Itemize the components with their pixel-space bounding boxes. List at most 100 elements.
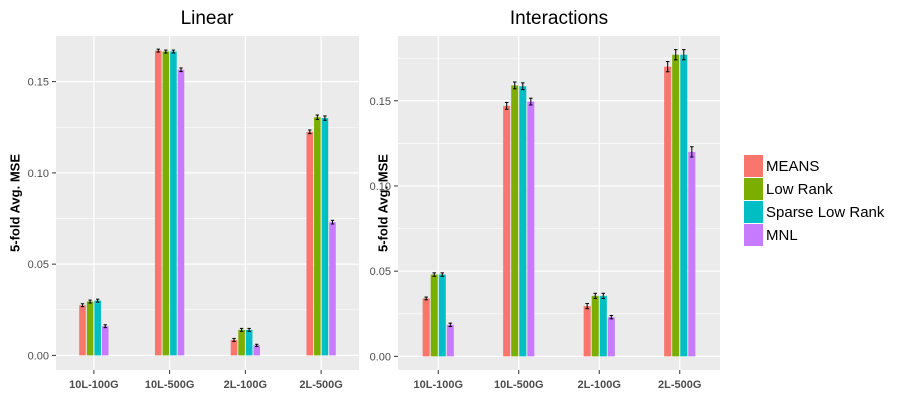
- bar: [314, 117, 321, 356]
- error-bar: [88, 299, 92, 304]
- error-bar: [585, 303, 589, 310]
- bar: [438, 274, 446, 357]
- y-axis-title: 5-fold Avg. MSE: [376, 154, 391, 252]
- bar: [607, 317, 615, 357]
- error-bar: [232, 337, 236, 342]
- error-bar: [529, 97, 533, 106]
- legend-label: Low Rank: [766, 181, 833, 198]
- x-tick-label: 2L-100G: [224, 379, 267, 391]
- error-bar: [255, 343, 259, 347]
- bar: [253, 345, 261, 356]
- legend-label: MEANS: [766, 158, 819, 175]
- bar: [527, 101, 535, 357]
- legend-key: [744, 224, 763, 246]
- bar: [177, 69, 185, 356]
- error-bar: [308, 129, 312, 135]
- error-bar: [103, 324, 107, 329]
- y-tick-label: 0.10: [28, 168, 49, 180]
- y-tick-label: 0.15: [370, 96, 391, 108]
- y-tick-label: 0.00: [370, 351, 391, 363]
- bar: [422, 298, 430, 357]
- bar: [94, 300, 101, 356]
- panel-background: [398, 36, 720, 370]
- error-bar: [171, 49, 176, 54]
- error-bar: [504, 101, 509, 110]
- bar: [511, 85, 519, 357]
- bar: [591, 295, 599, 357]
- y-tick-label: 0.00: [28, 350, 49, 362]
- panel-title: Interactions: [510, 8, 608, 29]
- legend-item: MNL: [744, 224, 798, 246]
- legend-key: [744, 201, 763, 223]
- error-bar: [593, 292, 597, 299]
- error-bar: [239, 327, 244, 332]
- error-bar: [330, 219, 335, 225]
- y-axis-title: 5-fold Avg. MSE: [8, 154, 23, 252]
- x-tick-label: 10L-100G: [69, 379, 119, 391]
- x-tick-label: 2L-100G: [578, 379, 621, 391]
- x-tick-label: 10L-100G: [413, 379, 463, 391]
- error-bar: [601, 292, 606, 299]
- error-bar: [440, 272, 445, 277]
- x-tick-label: 2L-500G: [299, 379, 342, 391]
- panel-background: [56, 36, 359, 370]
- bar: [86, 301, 94, 356]
- error-bar: [164, 49, 168, 54]
- legend-item: Low Rank: [744, 178, 833, 200]
- error-bar: [95, 298, 100, 303]
- y-tick-label: 0.10: [370, 181, 391, 193]
- bar: [170, 51, 177, 356]
- error-bar: [521, 82, 525, 91]
- chart-panel-linear: 0.00 0.05 0.10 0.15 10L-100G 10L-500G 2L-100G 2…: [8, 8, 359, 391]
- bar: [599, 295, 607, 357]
- legend: MEANS Low Rank Sparse Low Rank MNL: [744, 155, 885, 246]
- bar: [230, 339, 238, 356]
- bar: [430, 274, 438, 357]
- bar: [680, 54, 688, 357]
- error-bar: [609, 314, 614, 320]
- error-bar: [80, 303, 85, 308]
- bar: [154, 50, 162, 356]
- error-bar: [448, 322, 453, 328]
- legend-label: MNL: [766, 227, 798, 244]
- legend-key: [744, 155, 763, 177]
- y-tick-label: 0.05: [370, 266, 391, 278]
- bar: [672, 54, 680, 357]
- bar: [162, 51, 170, 356]
- y-tick-label: 0.05: [28, 259, 49, 271]
- error-bar: [665, 61, 670, 73]
- legend-item: Sparse Low Rank: [744, 201, 885, 223]
- bar: [238, 329, 245, 356]
- panel-title: Linear: [181, 8, 234, 29]
- error-bar: [179, 67, 183, 73]
- bar: [79, 305, 86, 356]
- error-bar: [247, 327, 251, 332]
- bar: [664, 66, 672, 357]
- x-tick-label: 2L-500G: [658, 379, 701, 391]
- bar: [688, 151, 696, 357]
- bar: [583, 306, 591, 357]
- error-bar: [156, 48, 160, 53]
- x-tick-label: 10L-500G: [494, 379, 544, 391]
- error-bar: [690, 146, 694, 158]
- error-bar: [323, 115, 327, 121]
- error-bar: [512, 81, 517, 90]
- bar: [245, 329, 253, 356]
- bar: [503, 105, 511, 357]
- error-bar: [424, 296, 428, 301]
- error-bar: [673, 49, 678, 61]
- bar: [321, 118, 329, 356]
- bar: [446, 324, 454, 357]
- legend-label: Sparse Low Rank: [766, 204, 885, 221]
- x-tick-label: 10L-500G: [145, 379, 195, 391]
- bar: [306, 131, 314, 356]
- bar: [101, 326, 109, 356]
- legend-key: [744, 178, 763, 200]
- y-tick-label: 0.15: [28, 77, 49, 89]
- chart-panel-interactions: 0.00 0.05 0.10 0.15 10L-100G 10L-500G 2L-100G 2…: [370, 8, 720, 391]
- error-bar: [682, 49, 686, 61]
- error-bar: [432, 272, 436, 277]
- error-bar: [315, 114, 320, 120]
- legend-item: MEANS: [744, 155, 819, 177]
